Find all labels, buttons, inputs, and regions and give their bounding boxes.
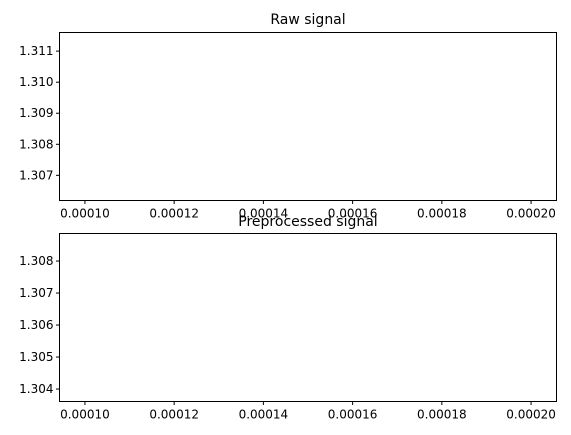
raw-signal-y-tick-label: 1.311 [19,44,53,58]
preprocessed-signal-title: Preprocessed signal [238,214,377,230]
preprocessed-signal-x-tick-label: 0.00020 [506,408,556,422]
raw-signal-x-tick-label: 0.00014 [239,207,289,221]
preprocessed-signal-y-tick-label: 1.307 [19,286,53,300]
preprocessed-signal-y-tick-label: 1.305 [19,350,53,364]
raw-signal-title: Raw signal [270,12,345,28]
preprocessed-signal-x-tick-label: 0.00018 [417,408,467,422]
preprocessed-signal-x-tick-label: 0.00012 [149,408,199,422]
subplot-preprocessed-signal: Preprocessed signal 0.00010 0.00012 0.0001… [19,214,557,422]
raw-signal-plot-frame [59,32,557,201]
subplot-raw-signal: Raw signal 0.00010 0.00012 0.00014 0.00016 0… [19,12,557,221]
preprocessed-signal-ticks: 0.00010 0.00012 0.00014 0.00016 0.00018 0.000… [19,254,556,421]
raw-signal-y-tick-label: 1.307 [19,168,53,182]
preprocessed-signal-y-tick-label: 1.308 [19,254,53,268]
raw-signal-y-tick-label: 1.310 [19,75,53,89]
preprocessed-signal-x-tick-label: 0.00014 [239,408,289,422]
raw-signal-x-tick-label: 0.00020 [506,207,556,221]
preprocessed-signal-x-tick-label: 0.00016 [328,408,378,422]
preprocessed-signal-y-tick-label: 1.306 [19,318,53,332]
preprocessed-signal-y-tick-label: 1.304 [19,382,53,396]
raw-signal-ticks: 0.00010 0.00012 0.00014 0.00016 0.00018 0.000… [19,44,556,220]
preprocessed-signal-x-tick-label: 0.00010 [60,408,110,422]
raw-signal-y-tick-label: 1.308 [19,137,53,151]
raw-signal-y-tick-label: 1.309 [19,106,53,120]
raw-signal-x-tick-label: 0.00018 [417,207,467,221]
raw-signal-x-tick-label: 0.00010 [60,207,110,221]
preprocessed-signal-plot-frame [59,233,557,402]
raw-signal-x-tick-label: 0.00012 [149,207,199,221]
raw-signal-x-tick-label: 0.00016 [328,207,378,221]
